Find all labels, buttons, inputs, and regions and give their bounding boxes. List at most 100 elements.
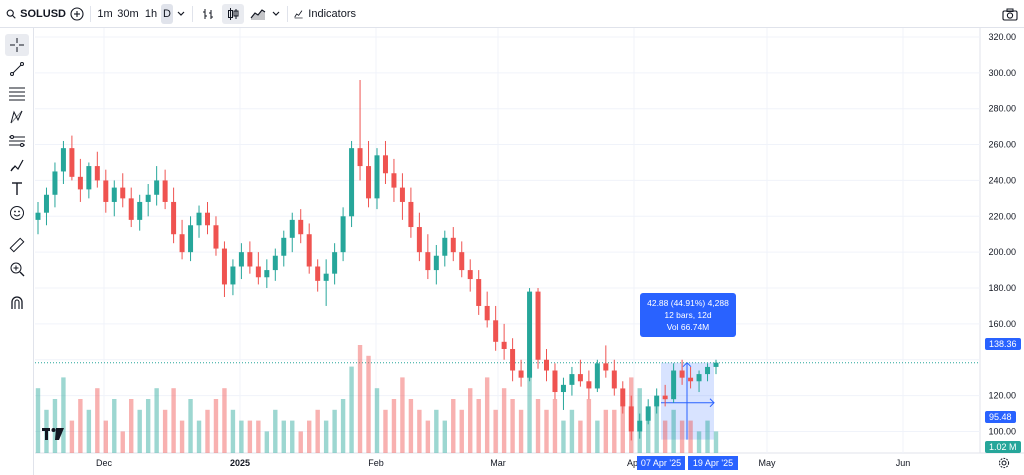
timeframe-1h[interactable]: 1h xyxy=(144,8,158,20)
candle-body xyxy=(154,180,160,195)
brush-tool[interactable] xyxy=(5,154,29,176)
volume-bar xyxy=(442,420,447,453)
candle-body xyxy=(408,201,414,228)
zoom-tool[interactable] xyxy=(5,258,29,280)
volume-bar xyxy=(366,355,371,453)
volume-bar xyxy=(374,388,380,453)
symbol-search[interactable]: SOLUSD xyxy=(6,4,66,24)
volume-bar xyxy=(357,345,363,453)
candle-body xyxy=(459,252,465,271)
volume-bar xyxy=(52,399,58,453)
candle-body xyxy=(128,198,134,220)
volume-bar xyxy=(612,409,617,453)
fib-tool[interactable] xyxy=(5,82,29,104)
volume-bar xyxy=(434,409,439,453)
timeframe-dropdown[interactable] xyxy=(175,4,187,24)
volume-bar xyxy=(273,409,278,453)
candle-body xyxy=(399,187,405,202)
volume-bar xyxy=(120,431,125,453)
volume-bar xyxy=(154,388,159,453)
volume-bar xyxy=(417,409,422,453)
volume-bar xyxy=(61,377,66,453)
compare-symbol-button[interactable] xyxy=(68,4,86,24)
area-style-button[interactable] xyxy=(248,4,268,24)
volume-bar xyxy=(510,399,515,453)
candle-body xyxy=(484,305,490,321)
candles-style-button[interactable] xyxy=(222,4,244,24)
candle-body xyxy=(69,148,75,177)
volume-bar xyxy=(323,420,329,453)
candle-body xyxy=(628,406,634,432)
volume-bar xyxy=(179,420,185,453)
text-tool[interactable] xyxy=(5,178,29,200)
candle-body xyxy=(35,212,41,220)
candle-body xyxy=(527,291,533,378)
candle-body xyxy=(560,384,566,393)
indicators-button[interactable]: Indicators xyxy=(294,4,356,24)
volume-bar xyxy=(256,420,261,453)
emoji-tool[interactable] xyxy=(5,202,29,224)
candle-body xyxy=(94,166,100,181)
timeframe-1m[interactable]: 1m xyxy=(97,8,113,20)
pattern-icon xyxy=(10,110,23,124)
candle-body xyxy=(433,255,439,271)
tradingview-logo[interactable] xyxy=(40,424,66,444)
candle-body xyxy=(323,273,329,281)
candle-body xyxy=(603,363,609,371)
candle-body xyxy=(416,227,422,253)
x-tick-label: 2025 xyxy=(230,458,250,468)
bars-icon xyxy=(203,9,213,19)
candle-body xyxy=(247,252,253,267)
candle-body xyxy=(552,370,558,393)
volume-bar xyxy=(518,409,524,453)
prediction-tool[interactable] xyxy=(5,130,29,152)
volume-bar xyxy=(705,420,710,453)
volume-bar xyxy=(603,409,609,453)
volume-bar xyxy=(595,420,600,453)
magnet-tool[interactable] xyxy=(5,292,29,314)
volume-bar xyxy=(332,409,337,453)
trendline-tool[interactable] xyxy=(5,58,29,80)
volume-bar xyxy=(315,409,320,453)
volume-bar xyxy=(671,409,676,453)
volume-bar xyxy=(112,399,117,453)
magnet-icon xyxy=(11,296,23,309)
candle-body xyxy=(281,237,287,256)
chart-type-dropdown[interactable] xyxy=(270,4,282,24)
volume-bar xyxy=(476,399,481,453)
volume-bar xyxy=(162,409,168,453)
candle-body xyxy=(196,212,202,226)
fib-icon xyxy=(9,87,25,101)
camera-icon xyxy=(1002,8,1018,21)
crosshair-tool[interactable] xyxy=(5,34,29,56)
text-icon xyxy=(12,182,22,195)
bars-style-button[interactable] xyxy=(199,4,217,24)
volume-bar xyxy=(35,388,41,453)
candle-body xyxy=(264,270,270,278)
volume-bar xyxy=(408,399,414,453)
candle-body xyxy=(171,201,177,235)
candle-body xyxy=(179,234,185,253)
candle-body xyxy=(315,266,321,281)
candle-body xyxy=(442,237,448,256)
timeframe-d[interactable]: D xyxy=(161,4,173,24)
timeframe-30m[interactable]: 30m xyxy=(117,8,139,20)
volume-bar xyxy=(535,399,541,453)
volume-bar xyxy=(264,431,270,453)
candle-body xyxy=(349,148,355,217)
indicators-icon xyxy=(294,10,303,19)
pattern-tool[interactable] xyxy=(5,106,29,128)
volume-bar xyxy=(552,399,558,453)
ruler-tool[interactable] xyxy=(5,234,29,256)
volume-bar xyxy=(713,431,719,453)
candle-body xyxy=(145,194,151,202)
add-circle-icon xyxy=(70,7,84,21)
snapshot-button[interactable] xyxy=(1000,4,1020,24)
chart-settings-button[interactable] xyxy=(997,456,1011,470)
measure-start-date: 07 Apr '25 xyxy=(637,456,685,470)
candle-body xyxy=(450,237,456,253)
trendline-icon xyxy=(10,62,24,76)
chevron-down-icon xyxy=(177,11,185,16)
volume-bar xyxy=(205,409,210,453)
